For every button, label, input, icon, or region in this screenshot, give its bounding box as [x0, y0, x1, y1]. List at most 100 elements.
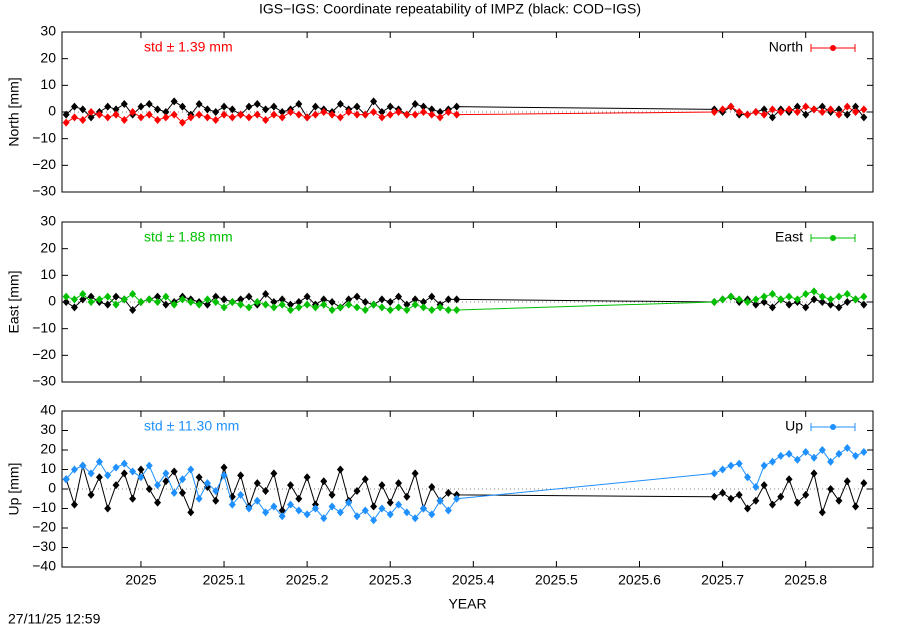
data-point	[444, 108, 452, 116]
data-point	[228, 105, 236, 114]
data-point	[752, 483, 760, 492]
data-point	[852, 451, 860, 460]
data-point	[386, 510, 394, 519]
data-point	[287, 300, 295, 309]
data-point	[270, 102, 278, 111]
data-point	[744, 298, 752, 306]
data-point	[719, 488, 727, 497]
data-point	[793, 455, 801, 464]
data-point	[428, 483, 436, 492]
data-point	[154, 298, 162, 306]
data-point	[79, 461, 87, 470]
data-point	[810, 295, 818, 304]
data-point	[154, 481, 162, 490]
data-point	[386, 306, 394, 314]
data-point	[370, 516, 378, 525]
data-point	[278, 300, 286, 309]
data-point	[444, 295, 452, 304]
data-point	[710, 492, 718, 501]
data-point	[395, 500, 403, 509]
data-point	[70, 113, 78, 122]
data-point	[62, 292, 70, 301]
data-point	[793, 498, 801, 507]
data-point	[270, 303, 278, 312]
data-point	[79, 105, 87, 114]
data-point	[295, 110, 303, 119]
data-point	[162, 108, 170, 116]
data-point	[411, 295, 419, 304]
data-point	[453, 102, 461, 111]
data-point	[428, 292, 436, 301]
data-point	[62, 110, 70, 119]
data-point	[328, 110, 336, 119]
data-point	[710, 298, 718, 306]
data-point	[777, 295, 785, 304]
data-point	[818, 446, 826, 454]
data-point	[278, 295, 286, 304]
data-point	[320, 514, 328, 523]
plot-frame	[61, 410, 874, 568]
data-point	[760, 292, 768, 301]
data-point	[386, 298, 394, 306]
data-point	[203, 113, 211, 122]
data-point	[345, 295, 353, 304]
data-point	[370, 300, 378, 309]
data-point	[827, 485, 835, 493]
data-point	[752, 300, 760, 309]
data-point	[760, 461, 768, 470]
data-point	[419, 504, 427, 513]
data-point	[262, 300, 270, 309]
data-point	[145, 100, 153, 108]
data-point	[785, 449, 793, 458]
data-point	[727, 102, 735, 111]
data-point	[860, 105, 868, 114]
data-point	[395, 479, 403, 488]
data-point	[810, 287, 818, 296]
timestamp: 27/11/25 12:59	[8, 611, 101, 627]
data-point	[278, 512, 286, 521]
data-point	[320, 108, 328, 116]
data-point	[287, 481, 295, 490]
data-point	[220, 295, 228, 304]
data-point	[378, 108, 386, 116]
y-axis-label: Up [mm]	[6, 463, 22, 516]
x-tick-label: 2025.1	[203, 572, 246, 588]
data-point	[178, 118, 186, 127]
data-point	[760, 481, 768, 490]
data-point	[162, 113, 170, 122]
data-point	[87, 113, 95, 122]
data-point	[860, 479, 868, 488]
data-point	[154, 105, 162, 114]
data-point	[87, 298, 95, 306]
data-point	[104, 102, 112, 111]
data-point	[137, 102, 145, 111]
data-point	[79, 295, 87, 304]
data-point	[727, 292, 735, 301]
data-point	[453, 110, 461, 119]
data-point	[852, 502, 860, 511]
data-point	[768, 290, 776, 298]
data-point	[178, 475, 186, 484]
data-point	[735, 108, 743, 116]
data-point	[112, 481, 120, 490]
data-point	[395, 108, 403, 116]
data-point	[303, 300, 311, 309]
std-annotation: std ± 11.30 mm	[144, 418, 239, 434]
data-point	[860, 292, 868, 301]
data-point	[411, 100, 419, 108]
data-point	[345, 498, 353, 507]
data-point	[320, 300, 328, 309]
data-point	[744, 473, 752, 482]
data-point	[253, 100, 261, 108]
data-point	[328, 490, 336, 499]
data-point	[162, 477, 170, 486]
data-point	[370, 108, 378, 116]
data-point	[777, 492, 785, 501]
data-point	[444, 506, 452, 515]
data-point	[104, 504, 112, 513]
data-point	[245, 102, 253, 111]
data-point	[843, 298, 851, 306]
data-point	[785, 292, 793, 301]
data-point	[802, 290, 810, 298]
